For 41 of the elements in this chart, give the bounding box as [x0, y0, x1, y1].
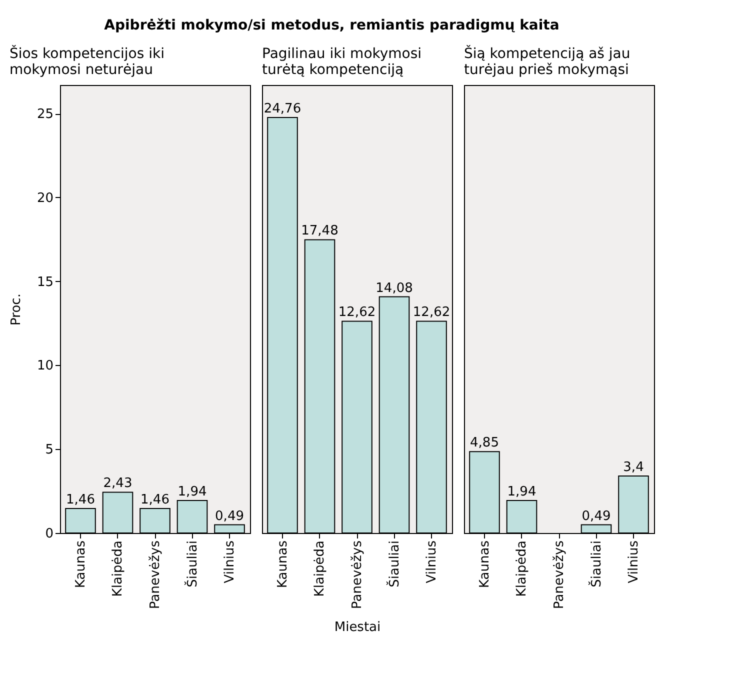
x-tick-label: Klaipėda: [312, 540, 328, 597]
chart-subtitle: Pagilinau iki mokymosi turėtą kompetenciją: [262, 46, 422, 78]
data-label: 0,49: [215, 508, 244, 524]
y-tick-label: 5: [45, 442, 54, 458]
x-tick-label: Kaunas: [73, 540, 88, 588]
x-tick-label: Vilnius: [424, 540, 440, 584]
x-tick-label: Klaipėda: [514, 540, 530, 597]
text: Apibrėžti mokymo/si metodus, remiantis paradigmų kaita: [104, 18, 560, 34]
y-tick-label: 20: [36, 190, 54, 206]
data-label: 1,46: [140, 492, 170, 508]
y-tick-label: 25: [36, 107, 54, 122]
chart-subtitle: Šios kompetencijos iki mokymosi neturėjau: [9, 45, 165, 78]
y-tick-label: 15: [36, 274, 54, 290]
x-tick-label: Vilnius: [222, 540, 238, 584]
data-label: 4,85: [470, 436, 499, 451]
data-label: 12,62: [412, 305, 450, 320]
x-tick-label: Klaipėda: [110, 540, 126, 597]
data-label: 1,94: [507, 484, 536, 500]
y-tick-label: 0: [45, 526, 54, 542]
x-axis-title: Miestai: [334, 620, 381, 635]
data-label: 12,62: [338, 305, 376, 320]
y-tick-label: 10: [36, 358, 54, 374]
x-tick-label: Šiauliai: [385, 540, 402, 588]
data-label: 3,4: [623, 460, 644, 475]
x-tick-label: Vilnius: [626, 540, 642, 584]
chart-subtitle: Šią kompetenciją aš jau turėjau prieš mokymąsi: [464, 45, 630, 78]
x-tick-label: Panevėžys: [350, 540, 365, 609]
x-tick-label: Kaunas: [275, 540, 290, 588]
data-label: 0,49: [582, 508, 611, 524]
y-axis-title: Proc.: [8, 294, 24, 326]
data-label: 1,94: [178, 484, 207, 500]
x-tick-label: Šiauliai: [183, 540, 200, 588]
data-label: 14,08: [376, 280, 413, 296]
data-label: 1,46: [66, 492, 95, 508]
data-label: 24,76: [264, 102, 302, 117]
x-tick-label: Panevėžys: [148, 540, 163, 609]
x-tick-label: Šiauliai: [587, 540, 604, 588]
data-label: 2,43: [103, 476, 132, 492]
x-tick-label: Kaunas: [477, 540, 492, 588]
x-tick-label: Panevėžys: [552, 540, 567, 609]
data-label: 17,48: [301, 224, 338, 239]
